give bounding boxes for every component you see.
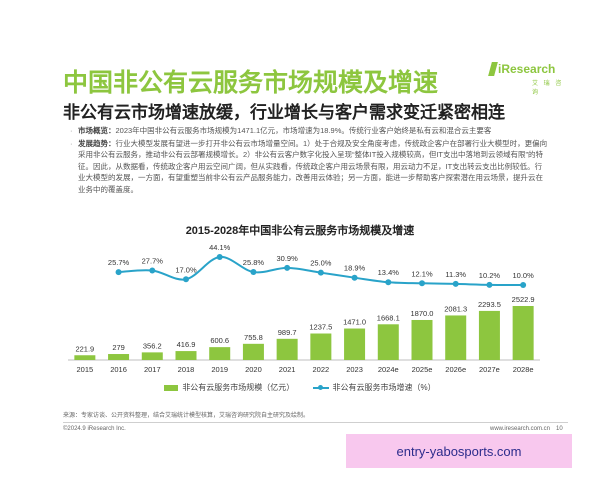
- legend-bar-swatch: [164, 384, 179, 391]
- bullet-trend: 发展趋势：行业大模型发展有望进一步打开非公有云市场增量空间。1）处于合规及安全角…: [70, 138, 548, 196]
- growth-point: [183, 276, 189, 283]
- bar-value-label: 221.9: [75, 344, 94, 353]
- chart-title: 2015-2028年中国非公有云服务市场规模及增速: [185, 225, 415, 237]
- bar-value-label: 2081.3: [444, 304, 467, 313]
- x-tick-label: 2017: [144, 365, 161, 374]
- growth-value-label: 25.0%: [310, 259, 332, 268]
- growth-point: [216, 254, 223, 260]
- growth-point: [452, 280, 459, 287]
- bar-value-label: 1471.0: [343, 318, 366, 327]
- growth-point: [520, 282, 527, 288]
- watermark-text[interactable]: entry-yabosports.com: [396, 443, 522, 459]
- bullet-label: 市场概览：: [78, 126, 116, 135]
- legend-label: 非公有云服务市场规模（亿元）: [182, 383, 295, 392]
- page-title: 中国非公有云服务市场规模及增速: [63, 69, 439, 97]
- growth-value-label: 10.0%: [513, 271, 535, 280]
- bullet-label: 发展趋势：: [78, 138, 116, 148]
- summary-bullets: 市场概览：2023年中国非公有云服务市场规模为1471.1亿元，市场增速为18.…: [70, 125, 548, 196]
- growth-value-label: 18.9%: [344, 264, 366, 273]
- legend-label: 非公有云服务市场增速（%）: [332, 383, 436, 392]
- growth-point: [250, 269, 257, 276]
- growth-point: [149, 267, 156, 274]
- bullet-market-overview: 市场概览：2023年中国非公有云服务市场规模为1471.1亿元，市场增速为18.…: [70, 125, 548, 137]
- chart-legend: 非公有云服务市场规模（亿元） 非公有云服务市场增速（%）: [0, 382, 600, 393]
- growth-point: [317, 269, 324, 276]
- bar-value-label: 356.2: [143, 341, 162, 350]
- bar-value-label: 416.9: [177, 340, 196, 349]
- bar: [344, 328, 366, 360]
- bar-value-label: 1237.5: [309, 323, 332, 332]
- logo-brand: iResearch: [498, 62, 556, 76]
- growth-point: [486, 281, 493, 288]
- bar: [141, 352, 163, 360]
- growth-value-label: 25.7%: [108, 258, 130, 267]
- x-tick-label: 2025e: [412, 365, 433, 374]
- growth-value-label: 30.9%: [277, 254, 299, 263]
- growth-point: [351, 274, 358, 281]
- legend-item-size: 非公有云服务市场规模（亿元）: [164, 382, 294, 393]
- growth-point: [115, 269, 122, 276]
- x-tick-label: 2027e: [479, 365, 500, 374]
- page-number: 10: [556, 426, 563, 432]
- bar-value-label: 1870.0: [411, 309, 434, 318]
- x-tick-label: 2020: [245, 365, 262, 374]
- site-url[interactable]: www.iresearch.com.cn: [490, 426, 551, 432]
- bar-value-label: 2293.5: [478, 300, 501, 309]
- page-subtitle: 非公有云市场增速放缓，行业增长与客户需求变迁紧密相连: [63, 103, 505, 122]
- bullet-text: 行业大模型发展有望进一步打开非公有云市场增量空间。1）处于合规及安全角度考虑，传…: [78, 138, 548, 194]
- x-tick-label: 2016: [110, 365, 127, 374]
- x-tick-label: 2022: [313, 365, 330, 374]
- bar: [445, 315, 467, 360]
- bar: [242, 343, 264, 360]
- x-tick-label: 2021: [279, 365, 296, 374]
- logo-sub: 艾 瑞 咨 询: [532, 81, 564, 96]
- iresearch-logo: iResearch 艾 瑞 咨 询: [488, 58, 570, 96]
- bar: [74, 355, 96, 360]
- growth-value-label: 44.1%: [209, 243, 231, 252]
- legend-line-swatch: [312, 384, 329, 390]
- growth-value-label: 10.2%: [479, 271, 501, 280]
- bar-value-label: 600.6: [210, 336, 229, 345]
- x-tick-label: 2024e: [378, 365, 399, 374]
- footer-divider: [63, 422, 568, 423]
- bar: [512, 306, 534, 360]
- bar: [310, 333, 332, 360]
- growth-value-label: 13.4%: [378, 268, 400, 277]
- watermark-banner[interactable]: entry-yabosports.com: [346, 434, 572, 468]
- growth-value-label: 27.7%: [142, 256, 164, 265]
- bar: [377, 324, 399, 360]
- x-tick-label: 2015: [77, 365, 94, 374]
- bar: [209, 347, 231, 360]
- x-tick-label: 2023: [346, 365, 363, 374]
- bar-value-label: 2522.9: [512, 295, 535, 304]
- bar: [276, 338, 298, 360]
- x-tick-label: 2028e: [513, 365, 534, 374]
- bar-value-label: 279: [112, 343, 125, 352]
- bullet-text: 2023年中国非公有云服务市场规模为1471.1亿元，市场增速为18.9%。传统…: [115, 126, 492, 135]
- growth-point: [419, 280, 425, 287]
- source-note: 来源：专家访谈、公开资料整理，结合艾瑞统计模型核算，艾瑞咨询研究院自主研究及绘制…: [63, 413, 310, 419]
- bar: [411, 319, 433, 360]
- bar: [108, 354, 130, 360]
- growth-value-label: 17.0%: [175, 265, 197, 274]
- x-tick-label: 2026e: [445, 365, 466, 374]
- x-tick-label: 2019: [211, 365, 228, 374]
- legend-item-growth: 非公有云服务市场增速（%）: [312, 382, 436, 393]
- growth-point: [284, 264, 291, 271]
- growth-value-label: 11.3%: [445, 270, 466, 279]
- growth-point: [385, 279, 392, 286]
- growth-value-label: 25.8%: [243, 258, 265, 267]
- bar-value-label: 1668.1: [377, 313, 400, 322]
- bar-value-label: 989.7: [278, 328, 297, 337]
- growth-value-label: 12.1%: [411, 269, 433, 278]
- bar: [478, 310, 500, 360]
- copyright: ©2024.9 iResearch Inc.: [63, 426, 126, 432]
- bar-value-label: 755.8: [244, 333, 263, 342]
- bar: [175, 351, 197, 360]
- x-tick-label: 2018: [178, 365, 195, 374]
